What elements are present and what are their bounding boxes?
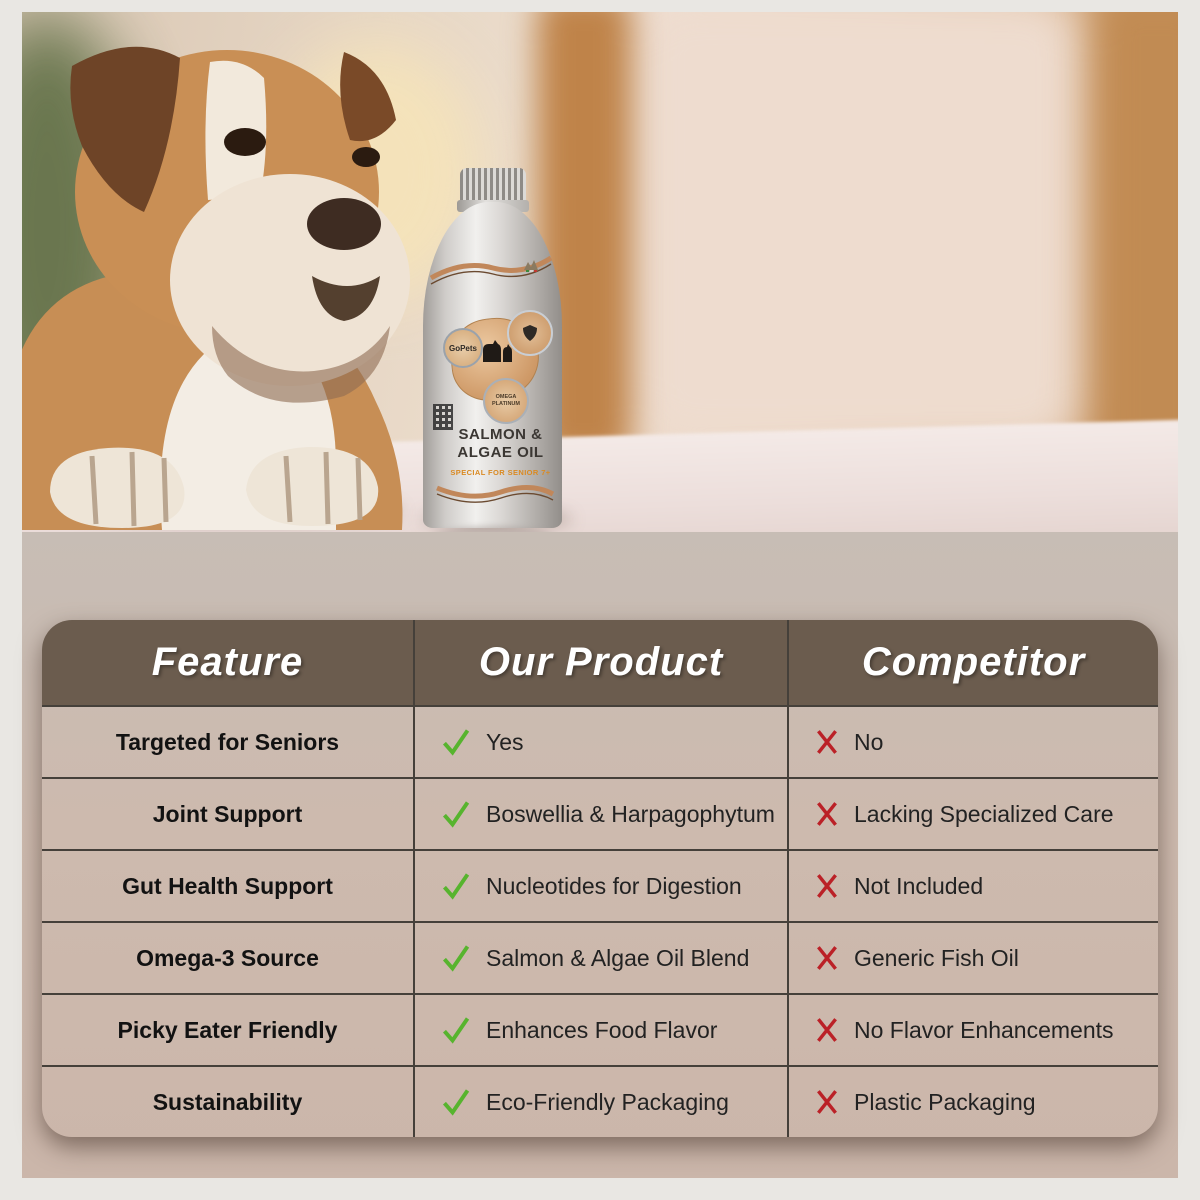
competitor-text: Not Included <box>854 872 984 899</box>
our-product-text: Eco-Friendly Packaging <box>486 1088 729 1115</box>
feature-cell: Joint Support <box>42 777 415 849</box>
cross-icon <box>815 800 839 828</box>
col-header-feature: Feature <box>42 620 415 705</box>
competitor-text: Plastic Packaging <box>854 1088 1036 1115</box>
competitor-cell: Lacking Specialized Care <box>789 777 1158 849</box>
qr-code <box>433 404 453 430</box>
supplement-bottle: GoPets OMEGA PLATINUM <box>415 168 570 532</box>
our-product-cell: Nucleotides for Digestion <box>415 849 789 921</box>
omega-platinum-circle: OMEGA PLATINUM <box>483 378 529 424</box>
competitor-cell: Not Included <box>789 849 1158 921</box>
check-icon <box>441 728 471 756</box>
our-product-text: Salmon & Algae Oil Blend <box>486 944 750 971</box>
our-product-cell: Eco-Friendly Packaging <box>415 1065 789 1137</box>
our-product-cell: Salmon & Algae Oil Blend <box>415 921 789 993</box>
competitor-text: Lacking Specialized Care <box>854 800 1114 827</box>
dog-cat-icon <box>483 340 512 362</box>
bottle-label: GoPets OMEGA PLATINUM <box>423 202 562 528</box>
competitor-text: No Flavor Enhancements <box>854 1016 1114 1043</box>
col-header-competitor: Competitor <box>789 620 1158 705</box>
our-product-cell: Boswellia & Harpagophytum <box>415 777 789 849</box>
our-product-cell: Enhances Food Flavor <box>415 993 789 1065</box>
comparison-table: Feature Our Product Competitor Targeted … <box>42 620 1158 1137</box>
competitor-cell: No Flavor Enhancements <box>789 993 1158 1065</box>
feature-cell: Sustainability <box>42 1065 415 1137</box>
content-card: GoPets OMEGA PLATINUM <box>22 12 1178 1178</box>
bottle-reflection <box>429 526 557 532</box>
competitor-cell: Generic Fish Oil <box>789 921 1158 993</box>
brand-circle: GoPets <box>443 328 483 368</box>
bottle-product-subtitle: SPECIAL FOR SENIOR 7+ <box>450 468 551 477</box>
col-header-our-product: Our Product <box>415 620 789 705</box>
check-icon <box>441 800 471 828</box>
check-icon <box>441 1016 471 1044</box>
shield-icon <box>523 325 537 341</box>
cross-icon <box>815 728 839 756</box>
our-product-text: Enhances Food Flavor <box>486 1016 718 1043</box>
quality-shield-badge <box>507 310 553 356</box>
cross-icon <box>815 872 839 900</box>
cross-icon <box>815 1088 839 1116</box>
competitor-cell: No <box>789 705 1158 777</box>
cross-icon <box>815 1016 839 1044</box>
competitor-text: No <box>854 728 884 755</box>
made-in-italy-mark <box>524 260 538 272</box>
bottle-product-title: SALMON & ALGAE OIL <box>457 426 544 461</box>
feature-cell: Picky Eater Friendly <box>42 993 415 1065</box>
feature-cell: Gut Health Support <box>42 849 415 921</box>
competitor-cell: Plastic Packaging <box>789 1065 1158 1137</box>
our-product-text: Yes <box>486 728 524 755</box>
competitor-text: Generic Fish Oil <box>854 944 1019 971</box>
our-product-text: Nucleotides for Digestion <box>486 872 742 899</box>
bulldog-image <box>22 46 410 530</box>
check-icon <box>441 872 471 900</box>
feature-cell: Targeted for Seniors <box>42 705 415 777</box>
our-product-cell: Yes <box>415 705 789 777</box>
wood-cabinet-bokeh <box>1097 12 1178 482</box>
our-product-text: Boswellia & Harpagophytum <box>486 800 775 827</box>
feature-cell: Omega-3 Source <box>42 921 415 993</box>
check-icon <box>441 1088 471 1116</box>
check-icon <box>441 944 471 972</box>
cross-icon <box>815 944 839 972</box>
kitchen-pillar-bokeh <box>622 12 1092 462</box>
product-photo: GoPets OMEGA PLATINUM <box>22 12 1178 532</box>
